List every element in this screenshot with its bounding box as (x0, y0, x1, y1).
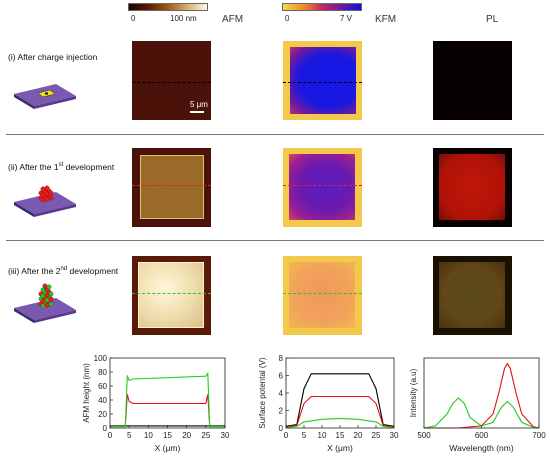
afm-ytick-label-3: 60 (98, 382, 107, 391)
kfm-xtick-label-2: 10 (318, 431, 327, 440)
scale-bar (190, 111, 204, 113)
kfm-series-line-1 (285, 395, 395, 428)
afm-xtick-label-2: 10 (144, 431, 153, 440)
afm-xtick-label-5: 25 (201, 431, 210, 440)
kfm-xtick-label-3: 15 (336, 431, 345, 440)
afm-xtick-label-6: 30 (221, 431, 230, 440)
afm-ytick-label-4: 80 (98, 368, 107, 377)
pl-map-second-development (433, 256, 512, 335)
kfm-profile-line-green (283, 293, 362, 294)
kfm-xtick-label-6: 30 (390, 431, 399, 440)
kfm-map-first-development (283, 148, 362, 227)
kfm-ytick-label-3: 6 (279, 372, 284, 381)
afm-map-second-development (132, 256, 211, 335)
scale-bar-label: 5 μm (190, 100, 208, 109)
kfm-ylabel: Surface potental (V) (258, 357, 267, 428)
afm-ytick-label-0: 0 (103, 424, 108, 433)
afm-height-chart: 0 5 10 15 20 25 30 0 20 40 60 80 100 X (μm) AFM height… (82, 354, 230, 453)
pl-xtick-label-1: 600 (475, 431, 489, 440)
kfm-ytick-label-0: 0 (279, 424, 284, 433)
afm-ytick-label-2: 40 (98, 396, 107, 405)
afm-colorbar-max: 100 nm (170, 14, 197, 23)
kfm-colorbar (282, 3, 362, 11)
pl-header: PL (486, 14, 499, 25)
kfm-series-line-0 (285, 373, 395, 427)
afm-profile-line-black (132, 82, 211, 83)
afm-profile-line-red (132, 185, 211, 186)
afm-colorbar (128, 3, 208, 11)
pl-xlabel: Wavelength (nm) (449, 443, 514, 453)
row-label-charge-injection: (i) After charge injection (8, 52, 98, 62)
afm-map-charge-injection: 5 μm (132, 41, 211, 120)
schematic-second-development (14, 283, 76, 323)
kfm-colorbar-max: 7 V (340, 14, 353, 23)
kfm-xlabel: X (μm) (327, 443, 353, 453)
row-separator-2 (6, 240, 544, 241)
schematic-first-development (14, 185, 76, 217)
kfm-map-second-development (283, 256, 362, 335)
kfm-header: KFM (375, 14, 397, 25)
row-label-second-development: (iii) After the 2nd development (8, 266, 119, 276)
afm-series-line-2 (110, 371, 225, 428)
kfm-colorbar-min: 0 (285, 14, 290, 23)
afm-xlabel: X (μm) (155, 443, 181, 453)
kfm-profile-line-black (283, 82, 362, 83)
kfm-series-line-2 (285, 417, 395, 429)
pl-xtick-label-0: 500 (417, 431, 431, 440)
pl-series-line-0 (424, 362, 540, 429)
afm-colorbar-min: 0 (131, 14, 136, 23)
afm-header: AFM (222, 14, 244, 25)
kfm-xtick-label-0: 0 (284, 431, 289, 440)
afm-map-first-development (132, 148, 211, 227)
afm-profile-line-green (132, 293, 211, 294)
pl-xtick-label-2: 700 (532, 431, 546, 440)
kfm-ytick-label-2: 4 (279, 389, 284, 398)
row-separator-1 (6, 134, 544, 135)
afm-plot-frame (109, 357, 226, 429)
afm-xtick-label-4: 20 (182, 431, 191, 440)
kfm-xtick-label-1: 5 (302, 431, 307, 440)
kfm-xtick-label-5: 25 (372, 431, 381, 440)
surface-potential-chart: 0 5 10 15 20 25 30 0 2 4 6 8 X (μm) Surface potental … (258, 354, 399, 453)
afm-ytick-label-1: 20 (98, 410, 107, 419)
kfm-map-charge-injection (283, 41, 362, 120)
pl-spectrum-chart: 500 600 700 Wavelength (nm) Intensity (a.u) (409, 357, 546, 453)
row-label-first-development: (ii) After the 1st development (8, 162, 115, 172)
kfm-ytick-label-1: 2 (279, 407, 284, 416)
kfm-xtick-label-4: 20 (354, 431, 363, 440)
afm-xtick-label-0: 0 (108, 431, 113, 440)
pl-plot-frame (423, 357, 540, 429)
schematic-charge-injection (14, 84, 76, 109)
afm-ytick-label-5: 100 (94, 354, 108, 363)
kfm-ytick-label-4: 8 (279, 354, 284, 363)
kfm-profile-line-red (283, 185, 362, 186)
kfm-plot-frame (285, 357, 395, 429)
pl-map-first-development (433, 148, 512, 227)
pl-ylabel: Intensity (a.u) (409, 368, 418, 417)
pl-map-charge-injection (433, 41, 512, 120)
afm-series-line-1 (110, 394, 225, 428)
afm-ylabel: AFM height (nm) (82, 363, 91, 423)
afm-xtick-label-1: 5 (127, 431, 132, 440)
afm-xtick-label-3: 15 (163, 431, 172, 440)
